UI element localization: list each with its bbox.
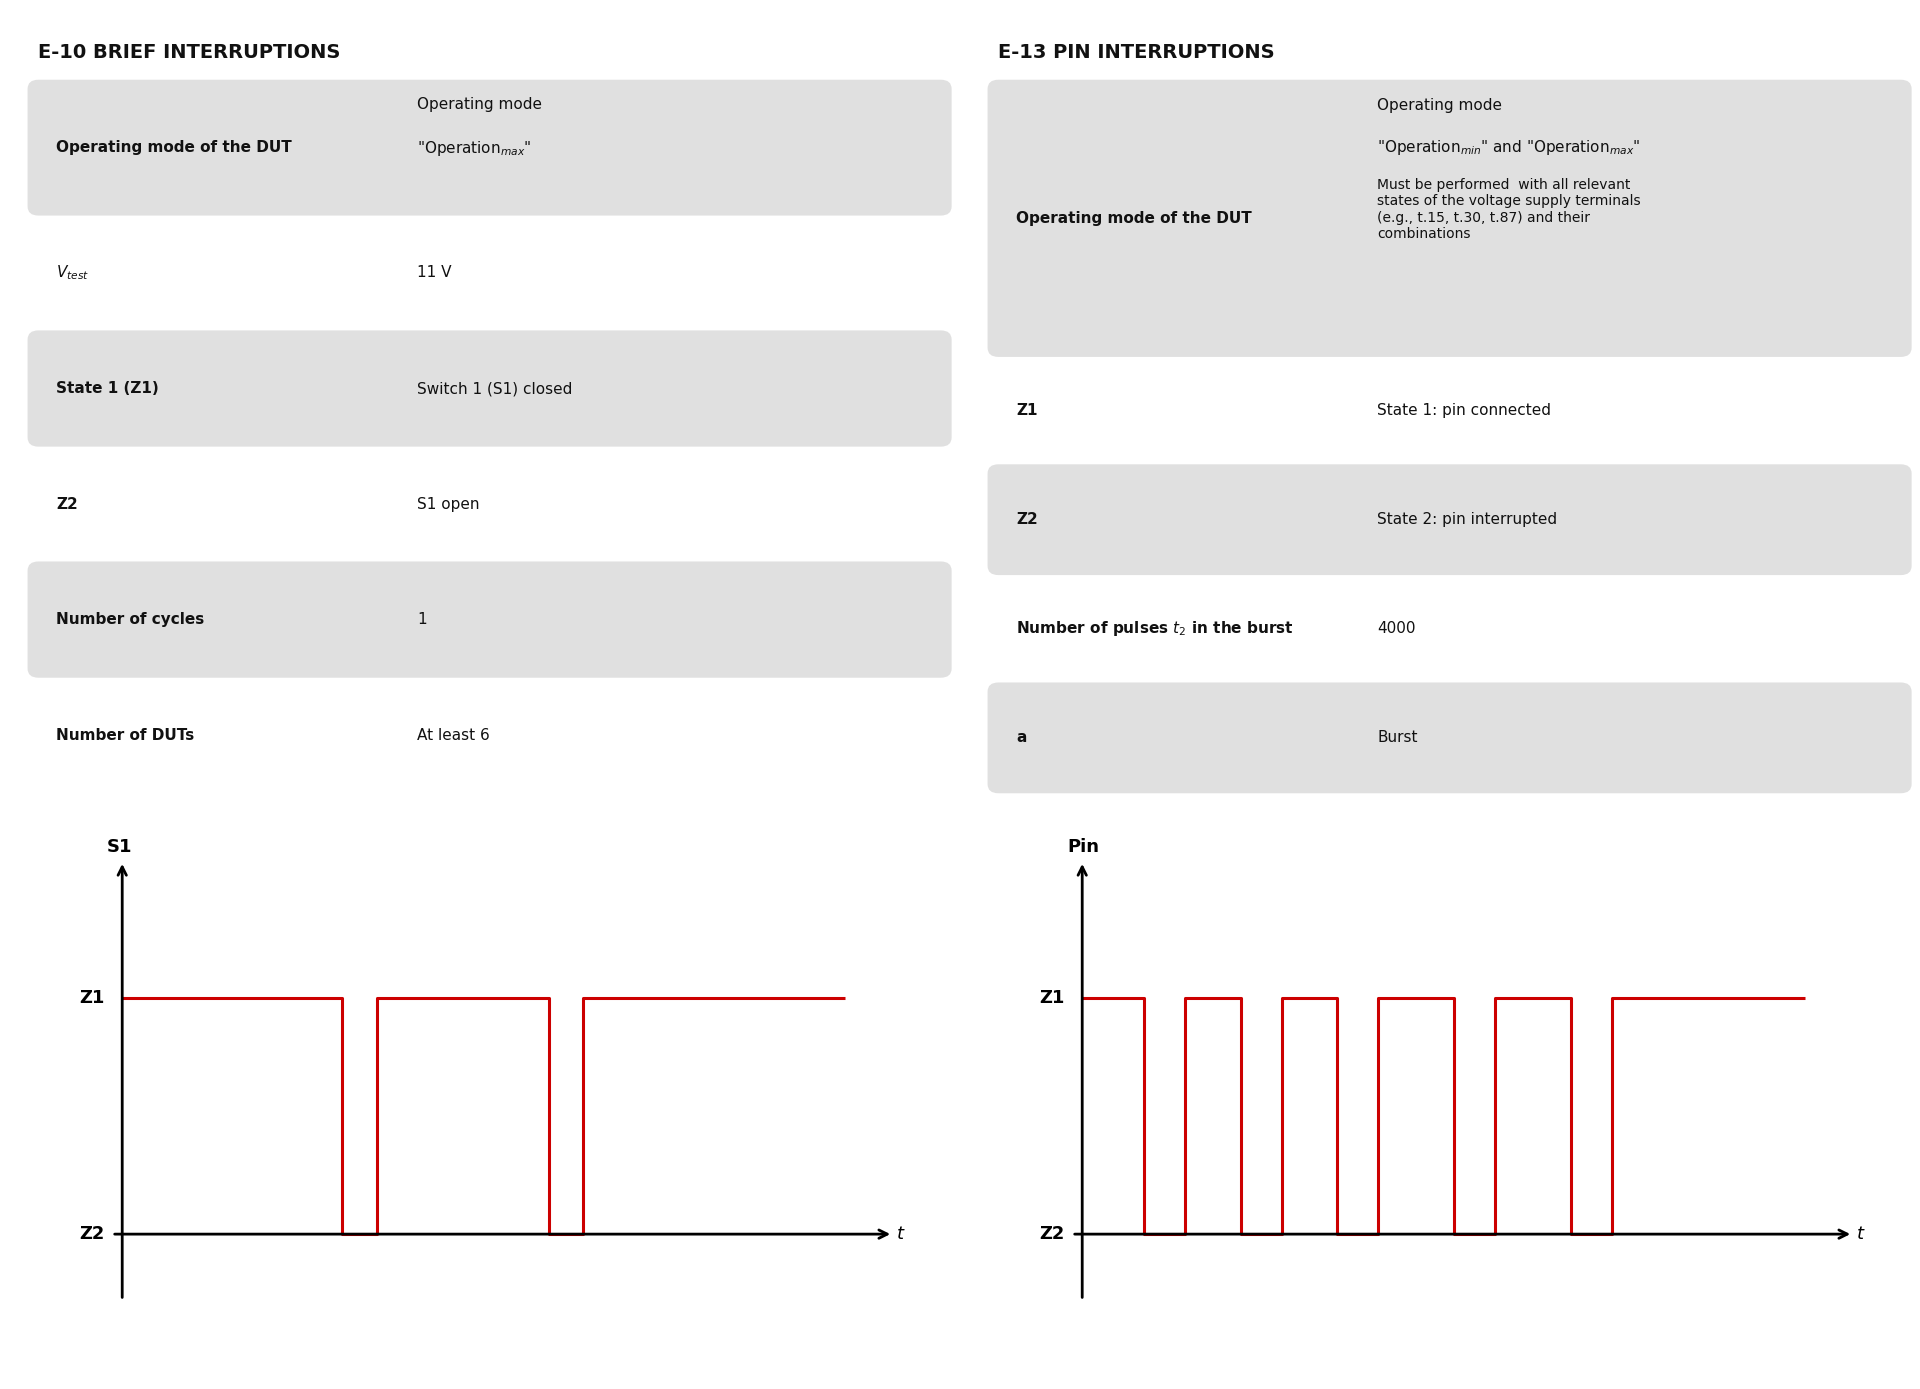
Text: Operating mode of the DUT: Operating mode of the DUT [1016, 211, 1252, 226]
FancyBboxPatch shape [987, 79, 1912, 357]
Text: S1 open: S1 open [417, 496, 480, 511]
Text: Number of DUTs: Number of DUTs [56, 728, 194, 743]
FancyBboxPatch shape [987, 464, 1912, 575]
Text: E-10 BRIEF INTERRUPTIONS: E-10 BRIEF INTERRUPTIONS [38, 43, 340, 63]
Text: State 1 (Z1): State 1 (Z1) [56, 381, 159, 396]
Text: 4000: 4000 [1377, 621, 1415, 636]
Text: 1: 1 [417, 613, 426, 626]
Text: $V_{test}$: $V_{test}$ [56, 264, 90, 282]
Text: Z1: Z1 [1016, 403, 1039, 418]
FancyBboxPatch shape [27, 79, 952, 215]
Text: State 1: pin connected: State 1: pin connected [1377, 403, 1551, 418]
Text: At least 6: At least 6 [417, 728, 490, 743]
Text: Operating mode of the DUT: Operating mode of the DUT [56, 140, 292, 156]
Text: Burst: Burst [1377, 731, 1417, 746]
Text: Z2: Z2 [56, 496, 79, 511]
FancyBboxPatch shape [987, 682, 1912, 793]
Text: a: a [1016, 731, 1027, 746]
Text: Z2: Z2 [1016, 513, 1039, 528]
Text: "Operation$_{min}$" and "Operation$_{max}$": "Operation$_{min}$" and "Operation$_{max… [1377, 138, 1642, 157]
Text: Number of pulses $t_2$ in the burst: Number of pulses $t_2$ in the burst [1016, 619, 1294, 639]
Text: Switch 1 (S1) closed: Switch 1 (S1) closed [417, 381, 572, 396]
Text: E-13 PIN INTERRUPTIONS: E-13 PIN INTERRUPTIONS [998, 43, 1275, 63]
Text: State 2: pin interrupted: State 2: pin interrupted [1377, 513, 1557, 528]
Text: Number of cycles: Number of cycles [56, 613, 205, 626]
Text: "Operation$_{max}$": "Operation$_{max}$" [417, 139, 532, 157]
Text: 11 V: 11 V [417, 265, 451, 281]
FancyBboxPatch shape [27, 561, 952, 678]
FancyBboxPatch shape [27, 331, 952, 447]
Text: Operating mode: Operating mode [1377, 99, 1503, 113]
Text: Operating mode: Operating mode [417, 97, 543, 111]
Text: Must be performed  with all relevant
states of the voltage supply terminals
(e.g: Must be performed with all relevant stat… [1377, 178, 1642, 240]
